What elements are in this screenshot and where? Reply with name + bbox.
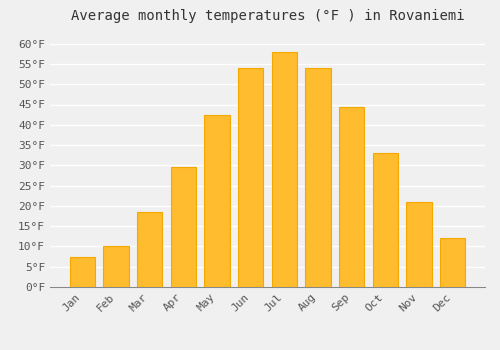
Bar bbox=[204, 115, 230, 287]
Bar bbox=[238, 68, 264, 287]
Bar bbox=[70, 257, 95, 287]
Bar bbox=[306, 68, 330, 287]
Bar bbox=[137, 212, 162, 287]
Title: Average monthly temperatures (°F ) in Rovaniemi: Average monthly temperatures (°F ) in Ro… bbox=[70, 9, 464, 23]
Bar bbox=[372, 153, 398, 287]
Bar bbox=[272, 52, 297, 287]
Bar bbox=[440, 238, 465, 287]
Bar bbox=[104, 246, 128, 287]
Bar bbox=[406, 202, 432, 287]
Bar bbox=[339, 106, 364, 287]
Bar bbox=[170, 167, 196, 287]
